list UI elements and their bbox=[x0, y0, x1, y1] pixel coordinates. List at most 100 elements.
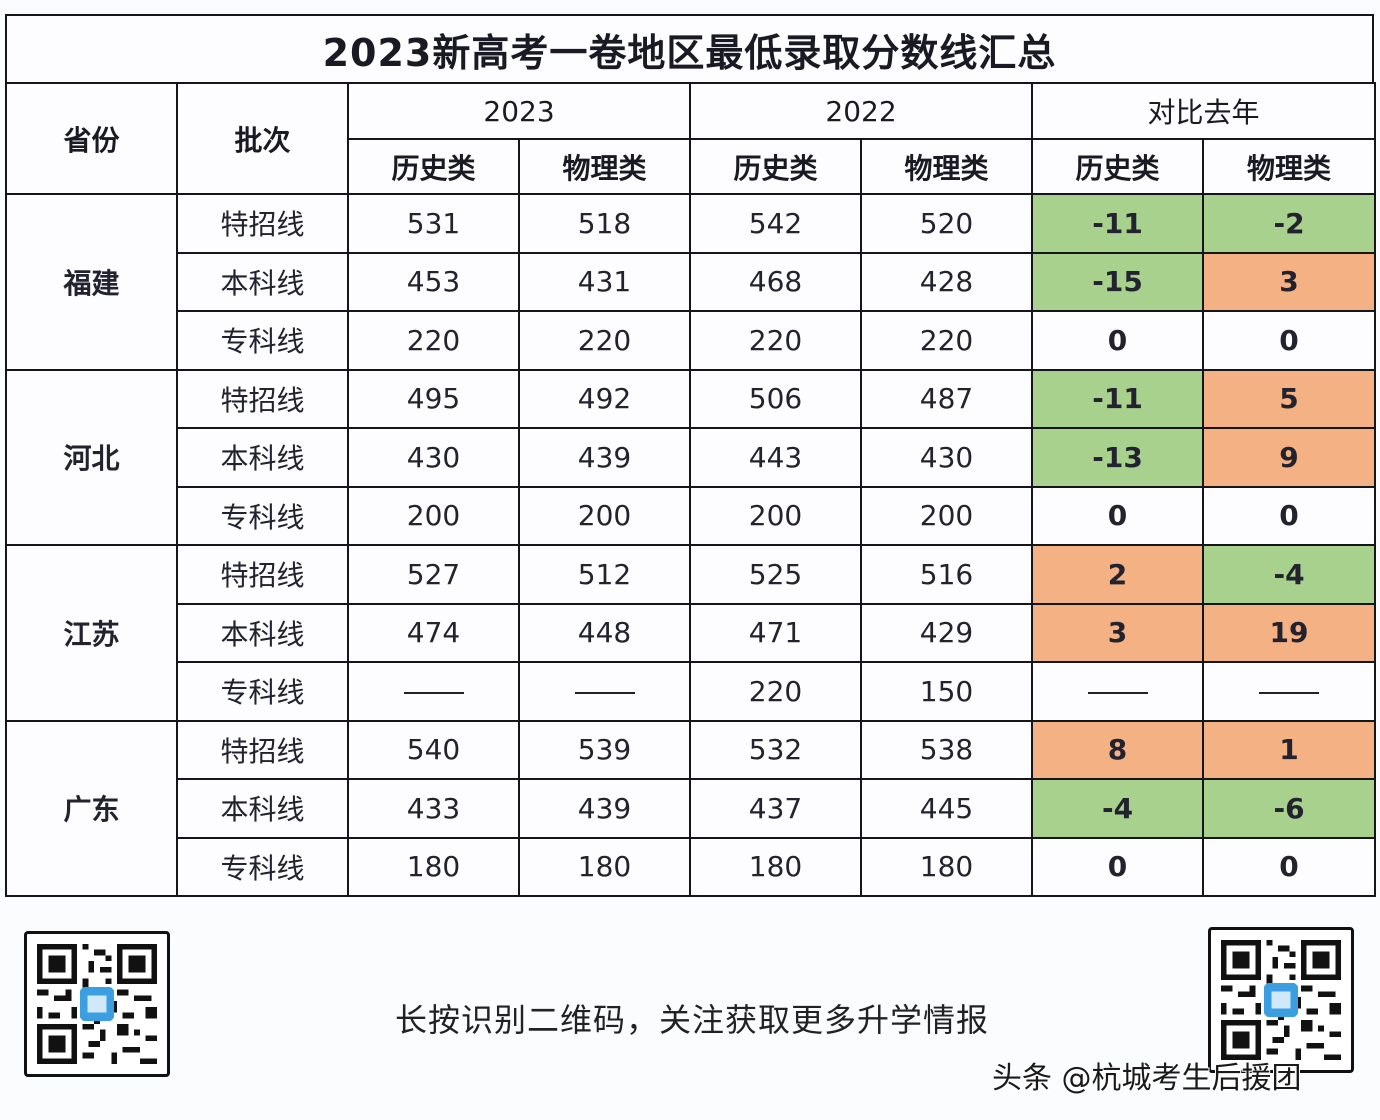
history-diff-cell: 0 bbox=[1031, 836, 1205, 897]
history-diff-cell bbox=[1031, 661, 1205, 722]
batch-cell: 专科线 bbox=[176, 485, 349, 546]
qr-code-graphic bbox=[37, 944, 157, 1064]
physics-2023-cell: 220 bbox=[517, 310, 692, 371]
history-diff-cell: -15 bbox=[1031, 251, 1205, 312]
history-2023-cell: 540 bbox=[347, 719, 520, 780]
physics-2022-cell: 487 bbox=[860, 368, 1034, 429]
history-2023-cell: 453 bbox=[347, 251, 520, 312]
physics-diff-cell: -2 bbox=[1202, 193, 1377, 254]
table-row: 广东 特招线 540 539 532 538 8 1 bbox=[5, 719, 1377, 897]
physics-2022-cell: 520 bbox=[860, 193, 1034, 254]
header-subject: 物理类 bbox=[860, 138, 1034, 195]
history-2023-cell: 531 bbox=[347, 193, 520, 254]
history-2022-cell: 532 bbox=[689, 719, 863, 780]
physics-2022-cell: 429 bbox=[860, 602, 1034, 663]
qr-code-icon[interactable] bbox=[1208, 927, 1354, 1073]
empty-dash bbox=[1259, 691, 1320, 694]
history-2023-cell: 200 bbox=[347, 485, 520, 546]
physics-diff-cell: 3 bbox=[1202, 251, 1377, 312]
header-year-2023: 2023 bbox=[346, 82, 692, 140]
physics-2023-cell: 439 bbox=[517, 427, 692, 488]
physics-2023-cell: 180 bbox=[517, 836, 692, 897]
batch-cell: 本科线 bbox=[176, 602, 349, 663]
physics-2023-cell: 431 bbox=[517, 251, 692, 312]
table-row: 本科线 433 439 437 445 -4 -6 bbox=[6, 778, 1377, 839]
physics-2022-cell: 220 bbox=[860, 310, 1034, 371]
physics-2022-cell: 538 bbox=[860, 719, 1034, 780]
header-compare: 对比去年 bbox=[1031, 82, 1377, 140]
physics-2022-cell: 150 bbox=[860, 661, 1034, 722]
history-diff-cell: -11 bbox=[1031, 193, 1205, 254]
follow-cta-text: 长按识别二维码，关注获取更多升学情报 bbox=[395, 1001, 990, 1039]
page-title: 2023新高考一卷地区最低录取分数线汇总 bbox=[5, 14, 1374, 82]
history-2023-cell: 474 bbox=[347, 602, 520, 663]
empty-dash bbox=[1087, 691, 1148, 694]
province-cell: 河北 bbox=[5, 368, 178, 546]
physics-diff-cell: 19 bbox=[1202, 602, 1377, 663]
table-row: 专科线 180 180 180 180 0 0 bbox=[6, 836, 1377, 897]
history-2022-cell: 443 bbox=[689, 427, 863, 488]
physics-2023-cell: 518 bbox=[517, 193, 692, 254]
history-diff-cell: -4 bbox=[1031, 778, 1205, 839]
physics-2022-cell: 200 bbox=[860, 485, 1034, 546]
province-cell: 福建 bbox=[5, 193, 178, 371]
table-row: 江苏 特招线 527 512 525 516 2 -4 bbox=[5, 544, 1377, 722]
header-subject: 物理类 bbox=[1202, 138, 1377, 195]
table-row: 福建 特招线 531 518 542 520 -11 -2 bbox=[5, 193, 1377, 371]
history-2023-cell bbox=[347, 661, 520, 722]
history-2022-cell: 506 bbox=[689, 368, 863, 429]
batch-cell: 本科线 bbox=[176, 427, 349, 488]
physics-2023-cell: 539 bbox=[517, 719, 692, 780]
history-diff-cell: 3 bbox=[1031, 602, 1205, 663]
history-diff-cell: 0 bbox=[1031, 310, 1205, 371]
physics-diff-cell: 5 bbox=[1202, 368, 1377, 429]
qr-code-icon[interactable] bbox=[24, 931, 170, 1077]
physics-2022-cell: 428 bbox=[860, 251, 1034, 312]
table-row: 专科线 200 200 200 200 0 0 bbox=[6, 485, 1377, 546]
history-diff-cell: 0 bbox=[1031, 485, 1205, 546]
physics-2023-cell: 439 bbox=[517, 778, 692, 839]
history-2022-cell: 542 bbox=[689, 193, 863, 254]
history-diff-cell: -13 bbox=[1031, 427, 1205, 488]
table-row: 本科线 474 448 471 429 3 19 bbox=[6, 602, 1377, 663]
history-diff-cell: 8 bbox=[1031, 719, 1205, 780]
physics-2023-cell: 492 bbox=[517, 368, 692, 429]
history-2022-cell: 220 bbox=[689, 310, 863, 371]
history-2023-cell: 527 bbox=[347, 544, 520, 605]
physics-2022-cell: 445 bbox=[860, 778, 1034, 839]
table-row: 专科线 220 150 bbox=[6, 661, 1377, 722]
physics-diff-cell: 0 bbox=[1202, 485, 1377, 546]
batch-cell: 特招线 bbox=[176, 544, 349, 605]
batch-cell: 特招线 bbox=[176, 719, 349, 780]
table-row: 河北 特招线 495 492 506 487 -11 5 bbox=[5, 368, 1377, 546]
history-2023-cell: 430 bbox=[347, 427, 520, 488]
physics-2022-cell: 516 bbox=[860, 544, 1034, 605]
history-2022-cell: 468 bbox=[689, 251, 863, 312]
physics-diff-cell: -4 bbox=[1202, 544, 1377, 605]
history-2023-cell: 495 bbox=[347, 368, 520, 429]
batch-cell: 本科线 bbox=[176, 778, 349, 839]
physics-diff-cell: 0 bbox=[1202, 310, 1377, 371]
physics-2022-cell: 430 bbox=[860, 427, 1034, 488]
score-table: 省份 批次 2023 2022 对比去年 历史类 物理类 历史类 物理类 历史类… bbox=[5, 82, 1377, 897]
header-year-2022: 2022 bbox=[689, 82, 1034, 140]
history-2023-cell: 180 bbox=[347, 836, 520, 897]
score-table-sheet: 2023新高考一卷地区最低录取分数线汇总 省份 批次 2023 2022 对比去… bbox=[5, 14, 1377, 897]
table-row: 本科线 430 439 443 430 -13 9 bbox=[6, 427, 1377, 488]
batch-cell: 特招线 bbox=[176, 193, 349, 254]
province-cell: 广东 bbox=[5, 719, 178, 897]
history-2023-cell: 433 bbox=[347, 778, 520, 839]
watermark-text: 头条 @杭城考生后援团 bbox=[992, 1061, 1302, 1096]
empty-dash bbox=[574, 691, 635, 694]
history-2022-cell: 220 bbox=[689, 661, 863, 722]
batch-cell: 特招线 bbox=[176, 368, 349, 429]
table-body: 福建 特招线 531 518 542 520 -11 -2 本科线 453 431 468 428 -15… bbox=[5, 193, 1377, 897]
physics-diff-cell: -6 bbox=[1202, 778, 1377, 839]
physics-2023-cell bbox=[517, 661, 692, 722]
batch-cell: 专科线 bbox=[176, 661, 349, 722]
empty-dash bbox=[403, 691, 464, 694]
footer: 长按识别二维码，关注获取更多升学情报 头条 @杭城考生后援团 bbox=[0, 905, 1380, 1120]
physics-diff-cell: 1 bbox=[1202, 719, 1377, 780]
physics-2022-cell: 180 bbox=[860, 836, 1034, 897]
physics-2023-cell: 448 bbox=[517, 602, 692, 663]
